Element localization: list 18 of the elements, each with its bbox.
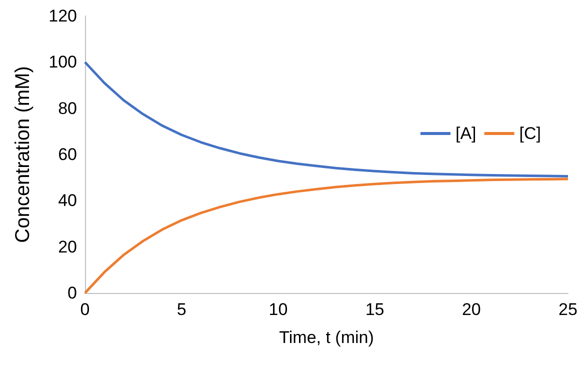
x-tick-label: 15 <box>365 300 384 319</box>
x-tick-label: 10 <box>268 300 288 319</box>
y-tick-label: 60 <box>58 145 77 164</box>
y-tick-label: 20 <box>58 237 77 256</box>
x-tick-label: 25 <box>558 300 578 319</box>
x-tick-label: 5 <box>176 300 186 319</box>
legend-label: [A] <box>455 124 476 143</box>
x-axis-title: Time, t (min) <box>279 328 374 347</box>
x-tick-label: 0 <box>80 300 90 319</box>
y-tick-label: 100 <box>48 52 77 72</box>
y-tick-label: 80 <box>58 98 77 118</box>
legend-label: [C] <box>519 124 542 143</box>
x-tick-label: 20 <box>462 300 481 319</box>
y-tick-label: 0 <box>68 284 77 302</box>
line-series <box>84 60 570 178</box>
y-tick-label: 40 <box>58 191 77 210</box>
y-tick-label: 120 <box>48 6 77 26</box>
y-axis-title: Concentration (mM) <box>12 66 34 243</box>
